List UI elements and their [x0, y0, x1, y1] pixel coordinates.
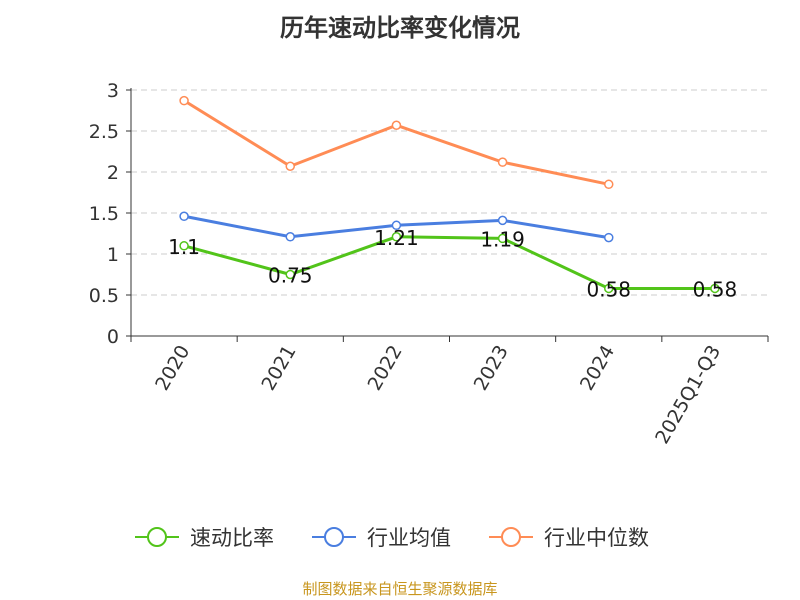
source-note: 制图数据来自恒生聚源数据库 [302, 580, 498, 598]
data-point [497, 215, 508, 226]
chart-title: 历年速动比率变化情况 [280, 14, 520, 42]
data-point [285, 269, 295, 280]
legend-label: 速动比率 [190, 526, 274, 550]
y-tick-label: 0 [107, 326, 119, 348]
x-tick-label: 2021 [257, 342, 300, 395]
data-label: 0.58 [693, 277, 738, 301]
data-point [604, 283, 614, 294]
data-point [497, 233, 508, 244]
data-point [179, 241, 189, 251]
series-line-0 [183, 235, 715, 290]
data-label: 0.75 [268, 264, 313, 288]
y-tick-label: 2.5 [89, 121, 119, 143]
data-point [179, 95, 189, 106]
data-point [391, 220, 402, 231]
y-tick-label: 1 [107, 244, 119, 266]
data-label: 1.19 [480, 227, 525, 251]
x-tick-label: 2025Q1-Q3 [651, 342, 725, 448]
data-point [710, 283, 720, 294]
x-tick-label: 2022 [364, 342, 407, 395]
data-label: 0.58 [586, 277, 631, 301]
data-point [604, 179, 614, 190]
data-point [497, 157, 508, 167]
y-tick-label: 3 [107, 80, 119, 102]
data-point [604, 232, 614, 243]
data-point [285, 232, 295, 242]
y-tick-label: 2 [107, 162, 119, 184]
x-tick-label: 2023 [470, 342, 513, 395]
x-tick-label: 2020 [151, 342, 194, 395]
legend-marker [324, 527, 344, 547]
x-tick-label: 2024 [576, 342, 619, 395]
legend-label: 行业均值 [367, 526, 451, 550]
y-tick-label: 0.5 [89, 285, 119, 307]
data-point [391, 232, 402, 242]
data-point [179, 211, 189, 222]
y-tick-label: 1.5 [89, 203, 119, 225]
legend-marker [501, 527, 521, 547]
data-point [285, 161, 295, 172]
legend-label: 行业中位数 [544, 526, 649, 550]
legend-marker [147, 527, 167, 547]
data-label: 1.1 [168, 235, 200, 259]
data-point [391, 120, 402, 131]
